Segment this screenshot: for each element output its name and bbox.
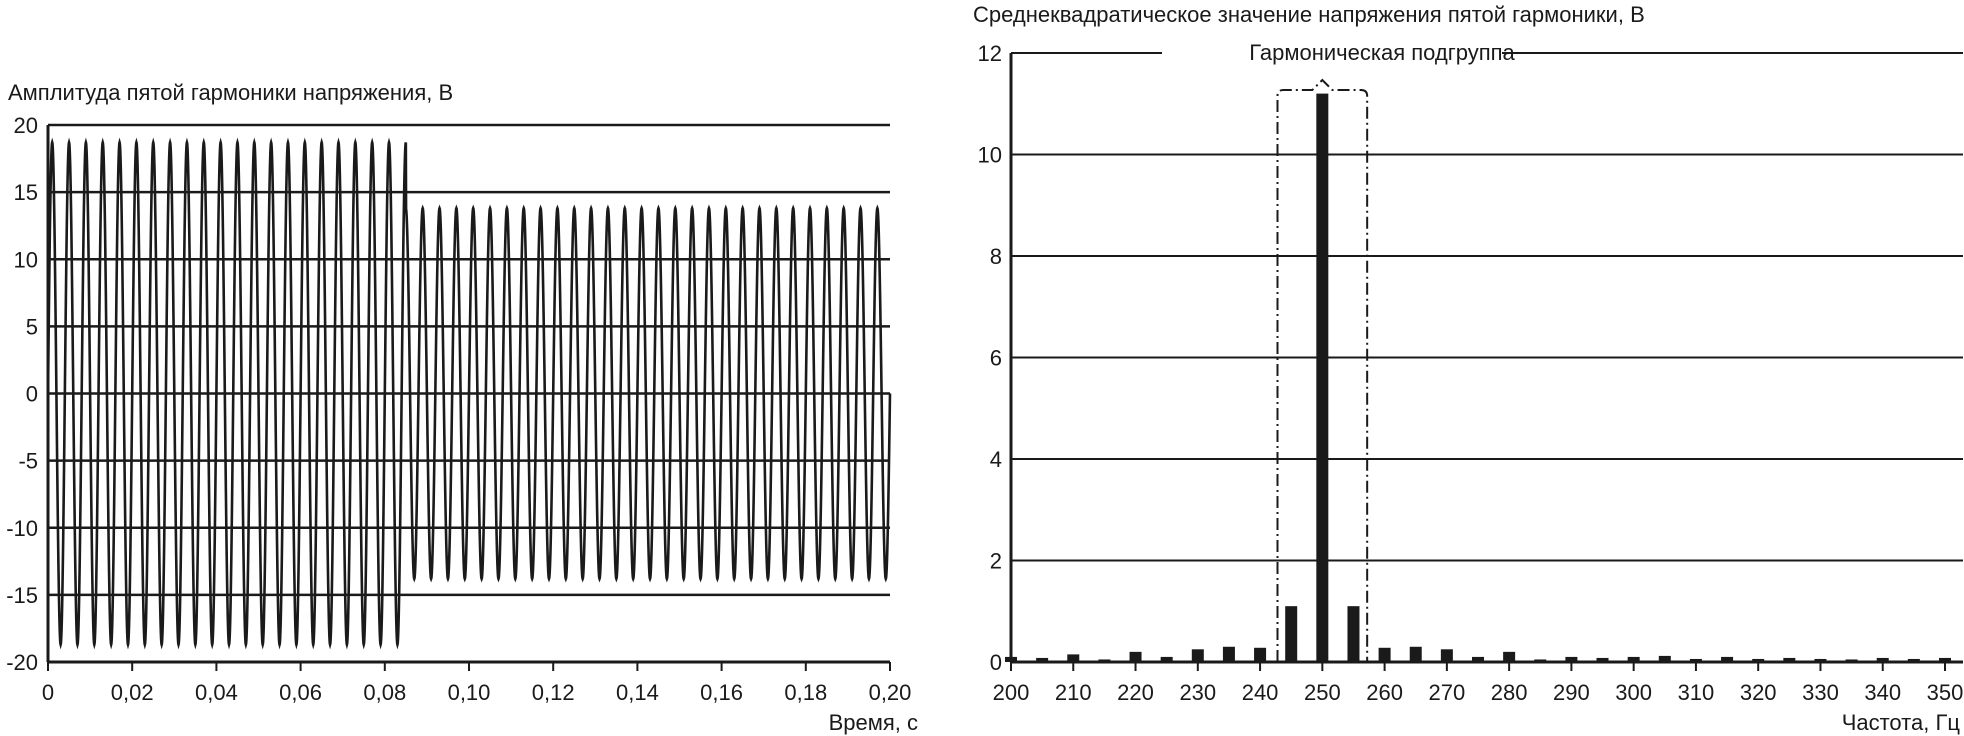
amplitude-x-tick-label: 0,10 bbox=[448, 680, 491, 705]
amplitude-y-tick-label: -15 bbox=[6, 583, 38, 608]
amplitude-y-tick-label: 0 bbox=[26, 382, 38, 407]
rms-bar bbox=[1472, 656, 1484, 662]
rms-x-tick-label: 330 bbox=[1802, 680, 1839, 705]
rms-bar bbox=[1907, 658, 1920, 662]
amplitude-chart-title: Амплитуда пятой гармоники напряжения, В bbox=[8, 80, 453, 105]
amplitude-y-tick-label: -20 bbox=[6, 650, 38, 675]
rms-x-tick-label: 230 bbox=[1179, 680, 1216, 705]
amplitude-x-tick-label: 0,14 bbox=[616, 680, 659, 705]
rms-chart-title: Среднеквадратическое значение напряжения… bbox=[973, 2, 1645, 27]
rms-x-tick-label: 280 bbox=[1491, 680, 1528, 705]
rms-y-tick-label: 10 bbox=[978, 143, 1002, 168]
amplitude-x-tick-label: 0,06 bbox=[279, 680, 322, 705]
rms-bar bbox=[1285, 606, 1298, 662]
amplitude-chart: Амплитуда пятой гармоники напряжения, В … bbox=[6, 80, 918, 735]
amplitude-y-tick-label: -5 bbox=[18, 449, 38, 474]
rms-bar bbox=[1129, 651, 1142, 662]
rms-x-label: Частота, Гц bbox=[1842, 710, 1961, 735]
rms-bar bbox=[1658, 655, 1671, 662]
amplitude-x-ticks: 0 0,02 0,04 0,06 0,08 0,10 0,12 0,14 0,16 0,18 0,2… bbox=[42, 662, 912, 705]
amplitude-x-tick-label: 0,02 bbox=[111, 680, 154, 705]
rms-y-tick-label: 8 bbox=[990, 244, 1002, 269]
rms-bar bbox=[1036, 657, 1049, 662]
rms-bar bbox=[1565, 656, 1578, 662]
rms-bar bbox=[1440, 649, 1453, 662]
amplitude-x-tick-label: 0,18 bbox=[784, 680, 827, 705]
rms-x-tick-label: 270 bbox=[1429, 680, 1466, 705]
rms-x-ticks: 200 210 220 230 240 250 260 270 280 290 300 310 320 3… bbox=[993, 662, 1964, 705]
rms-x-tick-label: 320 bbox=[1740, 680, 1777, 705]
amplitude-y-tick-label: 5 bbox=[26, 314, 38, 339]
amplitude-x-tick-label: 0,12 bbox=[532, 680, 575, 705]
rms-x-tick-label: 200 bbox=[993, 680, 1030, 705]
rms-bar bbox=[1409, 646, 1422, 662]
rms-x-tick-label: 300 bbox=[1615, 680, 1652, 705]
amplitude-y-tick-label: 20 bbox=[14, 113, 38, 138]
rms-bar bbox=[1596, 657, 1609, 662]
rms-bar bbox=[1067, 654, 1080, 662]
amplitude-x-label: Время, с bbox=[829, 710, 918, 735]
harmonic-subgroup-annotation: Гармоническая подгруппа bbox=[1249, 40, 1516, 662]
harmonic-subgroup-label: Гармоническая подгруппа bbox=[1249, 40, 1515, 65]
rms-x-tick-label: 290 bbox=[1553, 680, 1590, 705]
rms-bar bbox=[1939, 657, 1951, 662]
amplitude-x-tick-label: 0,04 bbox=[195, 680, 238, 705]
rms-bar bbox=[1160, 656, 1173, 662]
rms-bar bbox=[1721, 656, 1734, 662]
rms-bar bbox=[1752, 658, 1765, 662]
amplitude-y-ticks: 20 15 10 5 0 -5 -10 -15 -20 bbox=[6, 113, 38, 675]
amplitude-x-tick-label: 0 bbox=[42, 680, 54, 705]
rms-x-tick-label: 210 bbox=[1055, 680, 1092, 705]
rms-y-ticks: 12 10 8 6 4 2 0 bbox=[978, 41, 1002, 675]
rms-x-tick-label: 260 bbox=[1366, 680, 1403, 705]
rms-bar bbox=[1222, 646, 1235, 662]
rms-bar bbox=[1378, 647, 1391, 662]
amplitude-x-tick-label: 0,08 bbox=[363, 680, 406, 705]
amplitude-wave bbox=[46, 137, 892, 650]
rms-chart: Среднеквадратическое значение напряжения… bbox=[973, 2, 1963, 735]
rms-x-tick-label: 340 bbox=[1864, 680, 1901, 705]
rms-bars bbox=[1005, 93, 1951, 663]
amplitude-x-tick-label: 0,20 bbox=[869, 680, 912, 705]
rms-x-tick-label: 250 bbox=[1304, 680, 1341, 705]
rms-grid bbox=[1011, 52, 1963, 562]
rms-bar bbox=[1689, 658, 1702, 662]
rms-bar bbox=[1876, 657, 1889, 662]
rms-y-tick-label: 2 bbox=[990, 549, 1002, 574]
rms-bar bbox=[1191, 649, 1204, 662]
rms-bar bbox=[1254, 647, 1267, 662]
amplitude-y-tick-label: 10 bbox=[14, 247, 38, 272]
rms-bar bbox=[1627, 656, 1640, 662]
amplitude-y-tick-label: 15 bbox=[14, 180, 38, 205]
rms-x-tick-label: 310 bbox=[1678, 680, 1715, 705]
harmonic-subgroup-bracket bbox=[1276, 78, 1369, 662]
amplitude-x-tick-label: 0,16 bbox=[700, 680, 743, 705]
rms-x-tick-label: 240 bbox=[1242, 680, 1279, 705]
rms-x-tick-label: 350 bbox=[1927, 680, 1964, 705]
rms-bar bbox=[1316, 93, 1329, 663]
rms-bar bbox=[1503, 651, 1516, 662]
rms-y-tick-label: 4 bbox=[990, 447, 1002, 472]
rms-y-tick-label: 6 bbox=[990, 346, 1002, 371]
rms-bar bbox=[1814, 658, 1827, 662]
rms-x-tick-label: 220 bbox=[1117, 680, 1154, 705]
rms-bar bbox=[1347, 606, 1360, 662]
rms-bar bbox=[1783, 657, 1796, 662]
amplitude-waveform bbox=[46, 137, 892, 650]
amplitude-y-tick-label: -10 bbox=[6, 516, 38, 541]
rms-y-tick-label: 12 bbox=[978, 41, 1002, 66]
rms-y-tick-label: 0 bbox=[990, 650, 1002, 675]
